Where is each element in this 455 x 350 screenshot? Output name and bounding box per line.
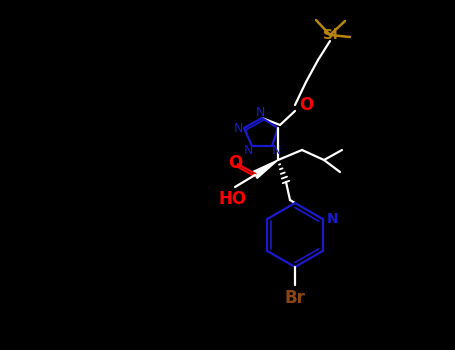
Polygon shape xyxy=(253,160,278,178)
Text: Si: Si xyxy=(323,28,337,42)
Text: HO: HO xyxy=(219,190,247,208)
Text: O: O xyxy=(299,96,313,114)
Text: O: O xyxy=(228,154,242,172)
Text: N: N xyxy=(255,106,265,119)
Text: Br: Br xyxy=(284,289,305,307)
Text: N: N xyxy=(243,145,253,158)
Text: N: N xyxy=(327,212,339,226)
Text: N: N xyxy=(271,145,281,158)
Text: N: N xyxy=(233,121,243,134)
